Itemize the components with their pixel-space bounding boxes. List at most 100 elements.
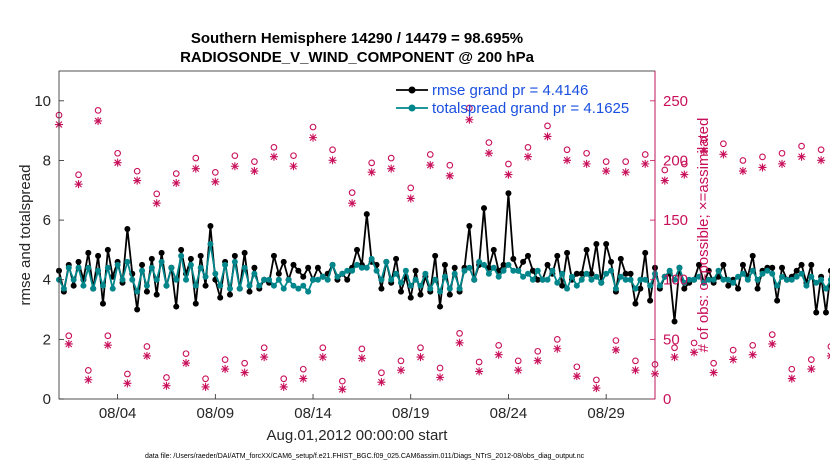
obs-assimilated-marker — [592, 384, 601, 393]
series-point-totalspread — [222, 261, 229, 268]
series-point-rmse — [75, 258, 82, 265]
obs-possible-marker — [573, 363, 581, 371]
series-point-totalspread — [515, 267, 522, 274]
obs-possible-marker — [231, 152, 239, 160]
series-point-rmse — [173, 303, 180, 310]
x-tick-label: 08/04 — [99, 405, 137, 422]
series-point-totalspread — [769, 270, 776, 277]
obs-assimilated-marker — [758, 163, 767, 172]
obs-assimilated-marker — [563, 156, 572, 165]
series-point-totalspread — [485, 270, 492, 277]
series-point-rmse — [754, 285, 761, 292]
series-point-totalspread — [446, 285, 453, 292]
series-point-totalspread — [720, 276, 727, 283]
series-point-totalspread — [402, 267, 409, 274]
obs-assimilated-marker — [768, 339, 777, 348]
obs-assimilated-marker — [699, 146, 708, 155]
series-point-rmse — [481, 205, 488, 212]
obs-assimilated-marker — [602, 167, 611, 176]
obs-possible-marker — [436, 364, 444, 372]
x-tick-label: 08/24 — [490, 405, 528, 422]
series-point-totalspread — [578, 276, 585, 283]
obs-possible-marker — [251, 158, 258, 165]
series-point-totalspread — [432, 276, 439, 283]
series-point-totalspread — [139, 267, 146, 274]
series-point-rmse — [739, 261, 746, 268]
series-point-rmse — [735, 285, 742, 292]
series-point-totalspread — [80, 282, 87, 289]
series-point-rmse — [451, 264, 458, 271]
series-point-rmse — [647, 297, 654, 304]
series-point-rmse — [622, 270, 629, 277]
series-point-rmse — [178, 246, 185, 253]
series-point-totalspread — [114, 261, 121, 268]
obs-assimilated-marker — [230, 162, 239, 171]
y-left-tick-label: 10 — [34, 93, 51, 110]
series-point-rmse — [437, 303, 444, 310]
series-point-totalspread — [378, 276, 385, 283]
obs-assimilated-marker — [748, 350, 757, 359]
obs-possible-marker — [524, 143, 532, 151]
series-point-rmse — [134, 306, 141, 313]
obs-possible-marker — [798, 142, 805, 150]
series-point-totalspread — [759, 270, 766, 277]
series-point-totalspread — [544, 276, 551, 283]
series-point-totalspread — [490, 264, 497, 271]
series-point-rmse — [588, 270, 595, 277]
series-point-rmse — [520, 258, 527, 265]
series-point-totalspread — [588, 276, 595, 283]
series-point-totalspread — [412, 276, 419, 283]
series-point-totalspread — [534, 267, 541, 274]
obs-assimilated-marker — [807, 365, 816, 374]
obs-assimilated-marker — [553, 344, 562, 353]
obs-possible-marker — [612, 337, 620, 344]
series-point-totalspread — [148, 264, 155, 271]
obs-assimilated-marker — [729, 355, 738, 364]
series-point-totalspread — [495, 273, 502, 280]
obs-possible-marker — [407, 184, 415, 192]
obs-possible-marker — [299, 365, 307, 373]
obs-possible-marker — [182, 350, 190, 358]
series-point-rmse — [70, 282, 77, 289]
obs-possible-marker — [319, 344, 327, 352]
series-point-totalspread — [520, 273, 527, 280]
series-point-totalspread — [314, 276, 321, 283]
obs-possible-marker — [759, 153, 766, 161]
series-point-rmse — [417, 291, 424, 298]
series-point-rmse — [153, 291, 160, 298]
series-point-totalspread — [388, 276, 395, 283]
series-point-totalspread — [666, 267, 673, 274]
series-point-rmse — [393, 255, 400, 262]
series-point-totalspread — [549, 267, 556, 274]
obs-possible-marker — [641, 151, 649, 158]
obs-possible-marker — [114, 149, 121, 157]
series-point-totalspread — [437, 288, 444, 295]
series-point-totalspread — [754, 276, 761, 283]
obs-assimilated-marker — [318, 353, 327, 362]
series-point-totalspread — [266, 276, 273, 283]
obs-possible-marker — [739, 157, 747, 164]
obs-possible-marker — [690, 339, 698, 347]
series-point-rmse — [192, 300, 199, 307]
series-point-totalspread — [407, 282, 414, 289]
obs-assimilated-marker — [533, 356, 542, 365]
x-axis-label: Aug.01,2012 00:00:00 start — [267, 427, 449, 444]
series-point-totalspread — [573, 282, 580, 289]
series-point-totalspread — [735, 273, 742, 280]
series-point-totalspread — [397, 279, 404, 286]
obs-assimilated-marker — [582, 159, 591, 168]
obs-assimilated-marker — [211, 177, 220, 186]
series-point-totalspread — [349, 267, 356, 274]
obs-assimilated-marker — [250, 167, 259, 176]
y-right-tick-label: 100 — [663, 272, 688, 289]
series-point-rmse — [187, 255, 194, 262]
series-point-totalspread — [681, 279, 688, 286]
obs-assimilated-marker — [817, 156, 826, 165]
plot-area — [59, 71, 655, 399]
obs-assimilated-marker — [641, 159, 650, 168]
obs-assimilated-marker — [396, 366, 405, 375]
series-point-totalspread — [441, 273, 448, 280]
obs-possible-marker — [221, 356, 229, 363]
